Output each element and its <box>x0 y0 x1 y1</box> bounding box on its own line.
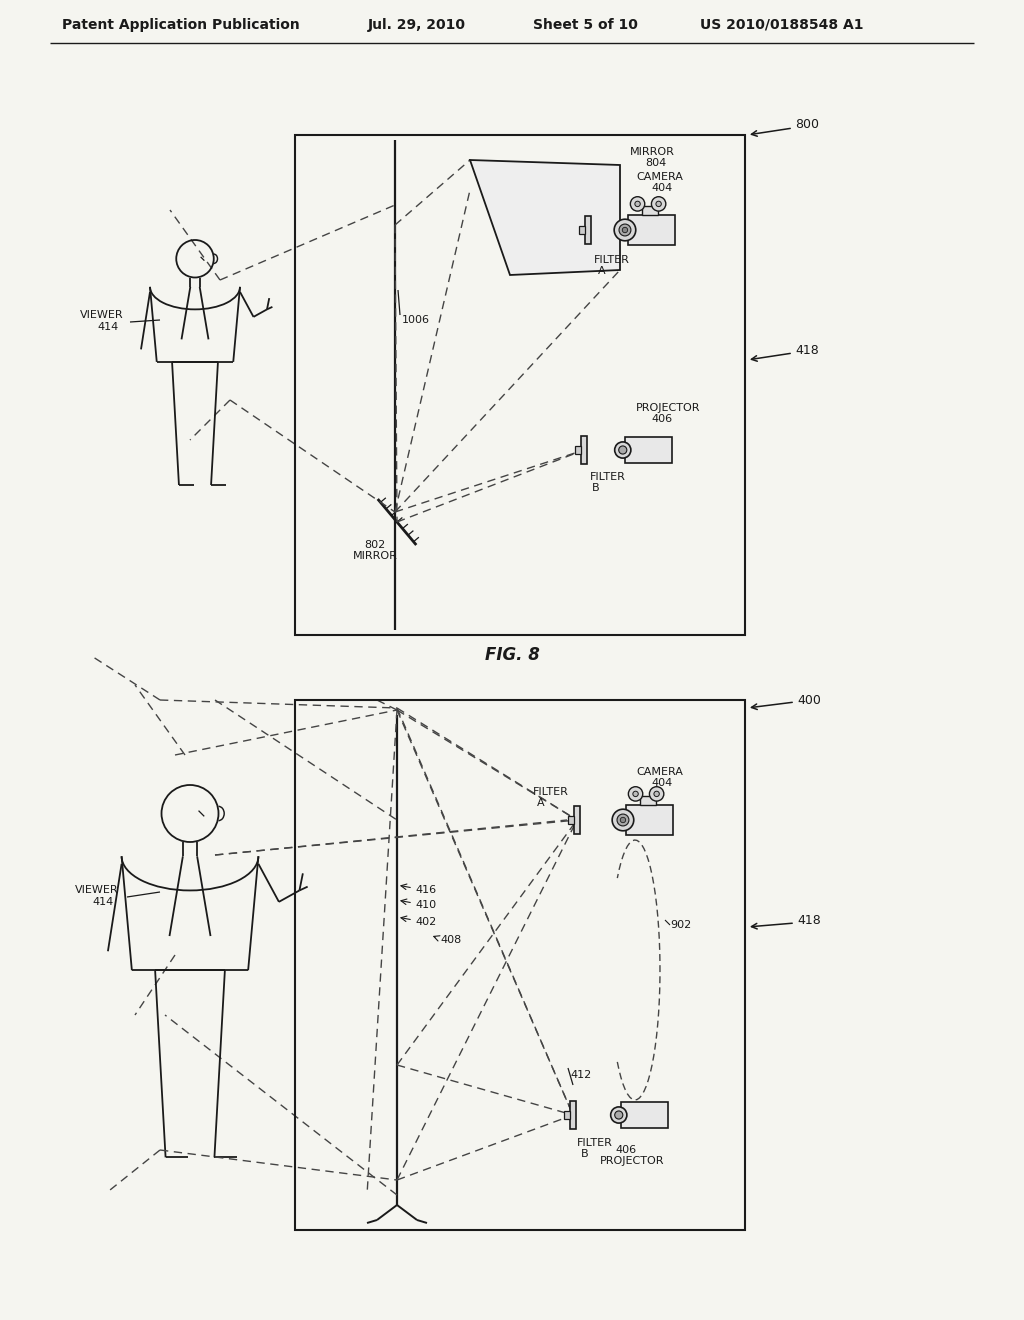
Text: FILTER: FILTER <box>534 787 569 797</box>
Circle shape <box>635 201 640 207</box>
Text: 414: 414 <box>97 322 118 333</box>
Text: 412: 412 <box>570 1071 591 1080</box>
Text: US 2010/0188548 A1: US 2010/0188548 A1 <box>700 18 863 32</box>
Text: FILTER: FILTER <box>577 1138 613 1148</box>
Text: B: B <box>592 483 600 492</box>
Text: FILTER: FILTER <box>594 255 630 265</box>
Circle shape <box>617 814 629 826</box>
Bar <box>640 796 656 805</box>
Bar <box>295 135 745 635</box>
Bar <box>295 700 745 1230</box>
Bar <box>567 816 573 824</box>
Circle shape <box>623 227 628 232</box>
Text: VIEWER: VIEWER <box>80 310 124 319</box>
Text: 402: 402 <box>415 917 436 927</box>
Text: CAMERA: CAMERA <box>636 767 683 777</box>
Text: 406: 406 <box>615 1144 636 1155</box>
Text: VIEWER: VIEWER <box>75 884 119 895</box>
Text: 414: 414 <box>92 898 114 907</box>
Polygon shape <box>470 160 620 275</box>
Circle shape <box>620 224 631 236</box>
Text: 902: 902 <box>670 920 691 931</box>
Circle shape <box>621 817 626 822</box>
Text: 802: 802 <box>365 540 386 550</box>
Text: 800: 800 <box>795 119 819 132</box>
Bar <box>626 437 672 462</box>
Text: MIRROR: MIRROR <box>630 147 675 157</box>
Bar <box>642 206 658 215</box>
Bar <box>585 215 591 244</box>
Text: PROJECTOR: PROJECTOR <box>636 403 700 413</box>
Text: 418: 418 <box>797 913 821 927</box>
Text: A: A <box>538 799 545 808</box>
Text: B: B <box>582 1148 589 1159</box>
Bar <box>579 226 585 234</box>
Text: 400: 400 <box>797 693 821 706</box>
Circle shape <box>629 787 643 801</box>
Bar <box>581 436 588 465</box>
Bar <box>573 805 581 834</box>
Text: 1006: 1006 <box>402 315 430 325</box>
Text: 410: 410 <box>415 900 436 909</box>
Circle shape <box>654 791 659 796</box>
Text: 408: 408 <box>440 935 461 945</box>
Text: A: A <box>598 267 606 276</box>
Text: PROJECTOR: PROJECTOR <box>600 1156 665 1166</box>
Text: 804: 804 <box>645 158 667 168</box>
Text: 416: 416 <box>415 884 436 895</box>
Circle shape <box>651 197 666 211</box>
Bar <box>622 1102 668 1127</box>
Circle shape <box>614 219 636 240</box>
Bar <box>628 215 675 246</box>
Circle shape <box>612 809 634 830</box>
Text: CAMERA: CAMERA <box>636 172 683 182</box>
Circle shape <box>633 791 638 796</box>
Text: Patent Application Publication: Patent Application Publication <box>62 18 300 32</box>
Text: 406: 406 <box>651 414 672 424</box>
Circle shape <box>614 442 631 458</box>
Circle shape <box>610 1107 627 1123</box>
Text: Sheet 5 of 10: Sheet 5 of 10 <box>534 18 638 32</box>
Circle shape <box>631 197 645 211</box>
Circle shape <box>614 1111 623 1119</box>
Text: MIRROR: MIRROR <box>352 550 397 561</box>
Bar <box>563 1111 569 1119</box>
Circle shape <box>618 446 627 454</box>
Bar <box>569 1101 577 1129</box>
Text: 404: 404 <box>651 777 672 788</box>
Text: FILTER: FILTER <box>590 473 626 482</box>
Bar <box>627 805 673 836</box>
Text: 404: 404 <box>651 183 672 193</box>
Circle shape <box>656 201 662 207</box>
Text: Jul. 29, 2010: Jul. 29, 2010 <box>368 18 466 32</box>
Text: FIG. 8: FIG. 8 <box>484 645 540 664</box>
Circle shape <box>649 787 664 801</box>
Bar <box>574 446 581 454</box>
Text: 418: 418 <box>795 343 819 356</box>
